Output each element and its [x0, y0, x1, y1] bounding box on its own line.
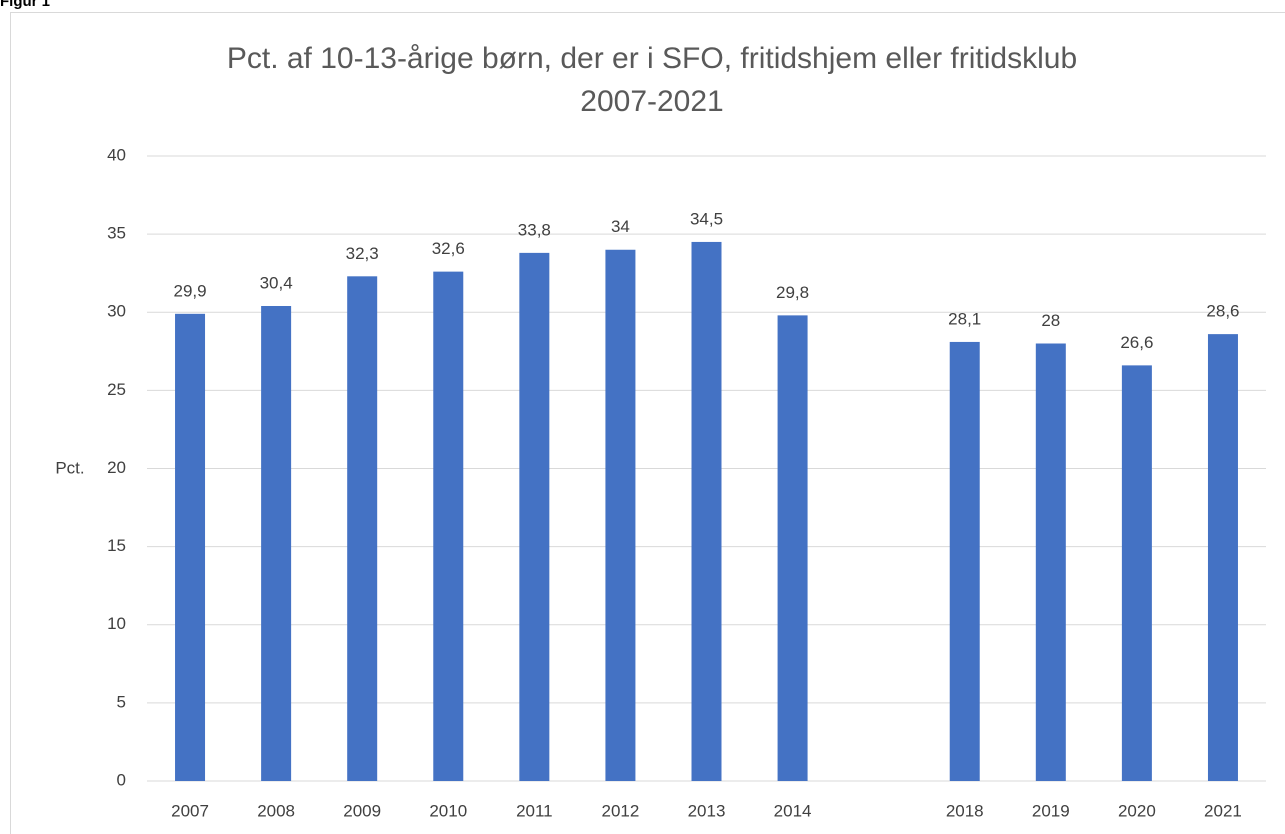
- x-tick-label: 2018: [946, 801, 984, 820]
- value-label: 32,3: [346, 244, 379, 263]
- y-tick-label: 5: [117, 692, 126, 711]
- value-label: 30,4: [260, 273, 293, 292]
- x-tick-label: 2019: [1032, 801, 1070, 820]
- value-label: 28,6: [1206, 302, 1239, 321]
- y-tick-label: 10: [107, 614, 126, 633]
- y-tick-label: 25: [107, 380, 126, 399]
- x-tick-label: 2012: [602, 801, 640, 820]
- value-label: 34,5: [690, 209, 723, 228]
- x-tick-label: 2020: [1118, 801, 1156, 820]
- bar: [777, 315, 808, 781]
- x-tick-label: 2007: [171, 801, 209, 820]
- x-tick-label: 2009: [343, 801, 381, 820]
- caption: Figur 1: [0, 0, 50, 10]
- x-tick-label: 2008: [257, 801, 295, 820]
- x-tick-label: 2013: [688, 801, 726, 820]
- bar: [261, 306, 292, 781]
- bar: [347, 276, 378, 781]
- value-label: 32,6: [432, 239, 465, 258]
- chart-subtitle: 2007-2021: [580, 85, 723, 118]
- value-label: 26,6: [1120, 333, 1153, 352]
- chart-frame: [10, 12, 1285, 834]
- y-tick-label: 15: [107, 536, 126, 555]
- value-label: 28,1: [948, 309, 981, 328]
- x-tick-label: 2010: [429, 801, 467, 820]
- bar: [433, 271, 464, 781]
- bar: [691, 241, 722, 781]
- y-tick-label: 20: [107, 458, 126, 477]
- value-label: 34: [611, 217, 630, 236]
- chart-title: Pct. af 10-13-årige børn, der er i SFO, …: [227, 42, 1077, 75]
- bar: [1207, 334, 1238, 781]
- value-label: 33,8: [518, 220, 551, 239]
- y-tick-label: 30: [107, 302, 126, 321]
- bar: [605, 249, 636, 781]
- value-label: 28: [1041, 311, 1060, 330]
- bar: [1035, 343, 1066, 781]
- y-tick-label: 35: [107, 224, 126, 243]
- bar: [519, 252, 550, 781]
- bar: [949, 341, 980, 781]
- x-tick-label: 2014: [774, 801, 812, 820]
- bar: [175, 313, 206, 781]
- value-label: 29,8: [776, 283, 809, 302]
- x-tick-label: 2011: [516, 801, 553, 820]
- bar: [1121, 365, 1152, 781]
- y-axis-label: Pct.: [55, 458, 84, 477]
- y-tick-label: 40: [107, 145, 126, 164]
- x-tick-label: 2021: [1204, 801, 1242, 820]
- value-label: 29,9: [173, 281, 206, 300]
- y-tick-label: 0: [117, 770, 126, 789]
